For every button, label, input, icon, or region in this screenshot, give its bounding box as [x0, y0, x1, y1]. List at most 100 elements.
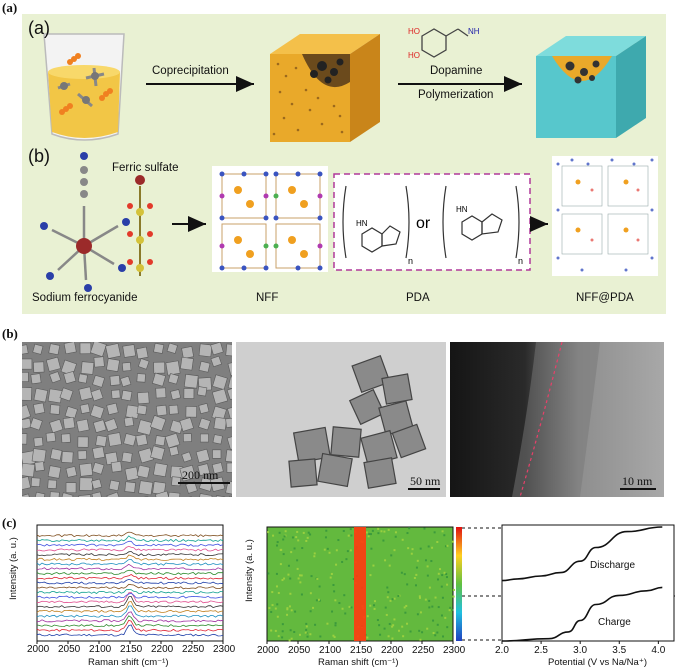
heatmap-speck — [403, 573, 406, 576]
sem-particle — [22, 404, 32, 421]
heatmap-speck — [377, 527, 380, 530]
heatmap-speck — [426, 565, 429, 568]
sem-particle — [225, 417, 232, 428]
sem-particle — [165, 360, 181, 376]
sem-particle — [227, 360, 232, 376]
heatmap-speck — [376, 619, 379, 622]
sem-particle — [45, 432, 57, 443]
sem-particle — [227, 376, 232, 391]
heatmap-speck — [314, 623, 317, 626]
ferric-sulfate-label: Ferric sulfate — [112, 162, 179, 174]
heatmap-speck — [355, 546, 358, 549]
sem-particle — [210, 342, 224, 356]
sem-particle — [30, 373, 42, 385]
heatmap-speck — [394, 531, 397, 534]
sem-particle — [136, 404, 148, 416]
nff-pda-label: NFF@PDA — [576, 292, 634, 304]
heatmap-speck — [443, 571, 446, 574]
heatmap-speck — [276, 615, 279, 618]
heatmap-speck — [366, 636, 369, 639]
heatmap-speck — [415, 566, 418, 569]
heatmap-speck — [361, 605, 364, 608]
raman-series-line — [36, 569, 223, 576]
sem-particle — [225, 343, 232, 357]
heatmap-speck — [287, 573, 290, 576]
heatmap-speck — [413, 576, 416, 579]
raman-tick-label: 2100 — [89, 644, 112, 655]
heatmap-speck — [391, 598, 394, 601]
heatmap-speck — [331, 610, 334, 613]
heatmap-speck — [414, 584, 417, 587]
heatmap-speck — [448, 609, 451, 612]
heatmap-speck — [324, 536, 327, 539]
heatmap-speck — [335, 549, 338, 552]
heatmap-speck — [307, 531, 310, 534]
panel-label-b: (b) — [2, 326, 18, 341]
heatmap-speck — [444, 616, 447, 619]
heatmap-speck — [373, 604, 376, 607]
sem-particle — [79, 342, 92, 355]
heatmap-speck — [323, 548, 326, 551]
sem-particle — [226, 462, 232, 473]
heatmap-x-ticks — [266, 641, 454, 644]
heatmap-speck — [349, 528, 352, 531]
discharge-annotation: Discharge — [590, 560, 636, 571]
scale-label-3: 10 nm — [622, 474, 653, 488]
dopamine-label: Dopamine — [430, 65, 483, 77]
heatmap-speck — [294, 610, 297, 613]
heatmap-speck — [317, 598, 320, 601]
nff-pda-lattice — [552, 156, 658, 276]
heatmap-speck — [387, 635, 390, 638]
sem-particle — [109, 375, 121, 386]
sem-particle — [65, 482, 77, 494]
sodium-ferrocyanide-molecule — [40, 152, 130, 292]
sem-particle — [169, 419, 184, 435]
heatmap-speck — [295, 536, 298, 539]
sem-particle — [198, 360, 211, 373]
heatmap-speck — [306, 635, 309, 638]
raman-series-line — [36, 551, 224, 557]
sem-particle — [200, 433, 209, 443]
heatmap-speck — [296, 559, 299, 562]
heatmap-speck — [388, 564, 391, 567]
sem-particle — [93, 356, 105, 368]
heatmap-speck — [270, 629, 273, 632]
heatmap-speck — [436, 623, 439, 626]
sem-particle — [47, 479, 57, 490]
sem-particle — [111, 389, 121, 399]
heatmap-speck — [277, 592, 280, 595]
heatmap-speck — [360, 540, 363, 543]
sem-particle — [226, 386, 232, 401]
heatmap-speck — [431, 546, 434, 549]
raman-series-line — [36, 563, 224, 571]
heatmap-speck — [271, 591, 274, 594]
heatmap-speck — [355, 575, 358, 578]
potential-frame — [501, 524, 675, 642]
ferric-sulfate-molecule — [127, 175, 153, 276]
sem-particle — [211, 462, 224, 475]
heatmap-frame — [266, 526, 454, 642]
heatmap-speck — [276, 603, 279, 606]
sem-particle — [63, 370, 77, 385]
dopamine-molecule — [421, 28, 469, 58]
heatmap-speck — [428, 606, 431, 609]
ho-label-1: HO — [408, 27, 420, 36]
heatmap-speck — [391, 625, 394, 628]
heatmap-speck — [439, 568, 442, 571]
heatmap-speck — [387, 591, 390, 594]
sem-particle — [32, 343, 44, 355]
heatmap-speck — [318, 585, 321, 588]
heatmap-speck — [388, 622, 391, 625]
heatmap-speck — [275, 585, 278, 588]
sublabel-a: (a) — [28, 18, 50, 38]
sem-particle — [80, 361, 95, 375]
charge-annotation: Charge — [598, 617, 631, 628]
sem-particle — [92, 446, 106, 460]
heatmap-speck — [418, 596, 421, 599]
heatmap-speck — [267, 572, 270, 575]
sem-particle — [182, 433, 192, 443]
heatmap-speck — [386, 596, 389, 599]
raman-series-line — [36, 611, 224, 623]
sem-particle — [121, 389, 133, 402]
heatmap-speck — [428, 586, 431, 589]
